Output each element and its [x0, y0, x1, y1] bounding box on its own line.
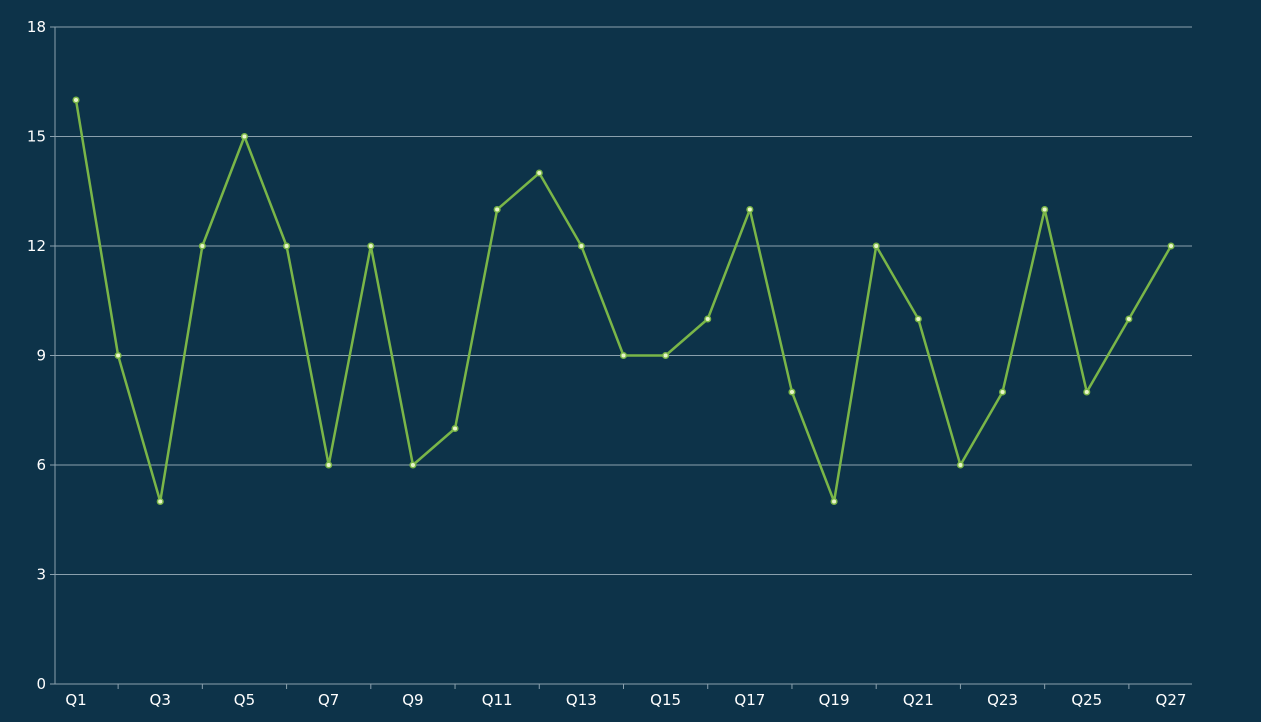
axes	[50, 26, 1192, 689]
data-point	[1041, 205, 1049, 214]
data-point	[535, 169, 543, 177]
data-point	[956, 461, 964, 469]
series-line	[74, 98, 1173, 503]
data-point	[872, 242, 880, 250]
series-layer	[72, 96, 1175, 506]
y-tick-label: 3	[36, 566, 46, 584]
x-tick-label: Q23	[987, 691, 1018, 709]
y-tick-label: 18	[27, 18, 46, 36]
data-point	[114, 351, 122, 360]
data-point	[577, 242, 585, 250]
y-tick-label: 6	[36, 456, 46, 474]
data-point	[283, 242, 291, 250]
grid-lines	[55, 26, 1192, 575]
data-point	[830, 497, 838, 506]
x-tick-label: Q15	[650, 691, 681, 709]
data-point	[914, 315, 922, 323]
data-point	[72, 96, 80, 104]
x-tick-label: Q3	[150, 691, 171, 709]
data-point	[788, 388, 796, 396]
y-tick-label: 15	[27, 128, 46, 146]
x-tick-label: Q11	[482, 691, 513, 709]
data-point	[493, 205, 501, 214]
data-point	[367, 242, 375, 250]
x-tick-label: Q27	[1156, 691, 1187, 709]
data-point	[619, 351, 628, 360]
x-tick-label: Q17	[734, 691, 765, 709]
y-tick-label: 9	[36, 347, 46, 365]
x-axis-tick-labels: Q1 Q3 Q5 Q7 Q9 Q11 Q13 Q15 Q17 Q19 Q21 Q23 Q25 Q27	[65, 691, 1186, 709]
x-tick-label: Q9	[402, 691, 423, 709]
x-tick-label: Q19	[819, 691, 850, 709]
x-tick-label: Q25	[1071, 691, 1102, 709]
y-tick-label: 12	[27, 237, 46, 255]
data-point	[325, 461, 333, 469]
data-point	[1167, 242, 1175, 250]
data-point	[1083, 388, 1091, 396]
data-point	[662, 351, 670, 360]
x-tick-label: Q21	[903, 691, 934, 709]
data-point	[156, 497, 164, 506]
x-tick-label: Q5	[234, 691, 255, 709]
x-tick-label: Q7	[318, 691, 339, 709]
x-tick-label: Q13	[566, 691, 597, 709]
data-point	[704, 315, 712, 323]
data-point	[240, 132, 249, 141]
data-point	[409, 461, 417, 469]
y-tick-label: 0	[36, 675, 46, 693]
data-point	[198, 242, 206, 250]
data-point	[451, 424, 459, 433]
x-tick-label: Q1	[65, 691, 86, 709]
y-axis-tick-labels: 0 3 6 9 12 15 18	[27, 18, 46, 693]
data-point	[746, 205, 754, 214]
data-point	[1125, 315, 1133, 323]
data-point	[998, 388, 1007, 396]
